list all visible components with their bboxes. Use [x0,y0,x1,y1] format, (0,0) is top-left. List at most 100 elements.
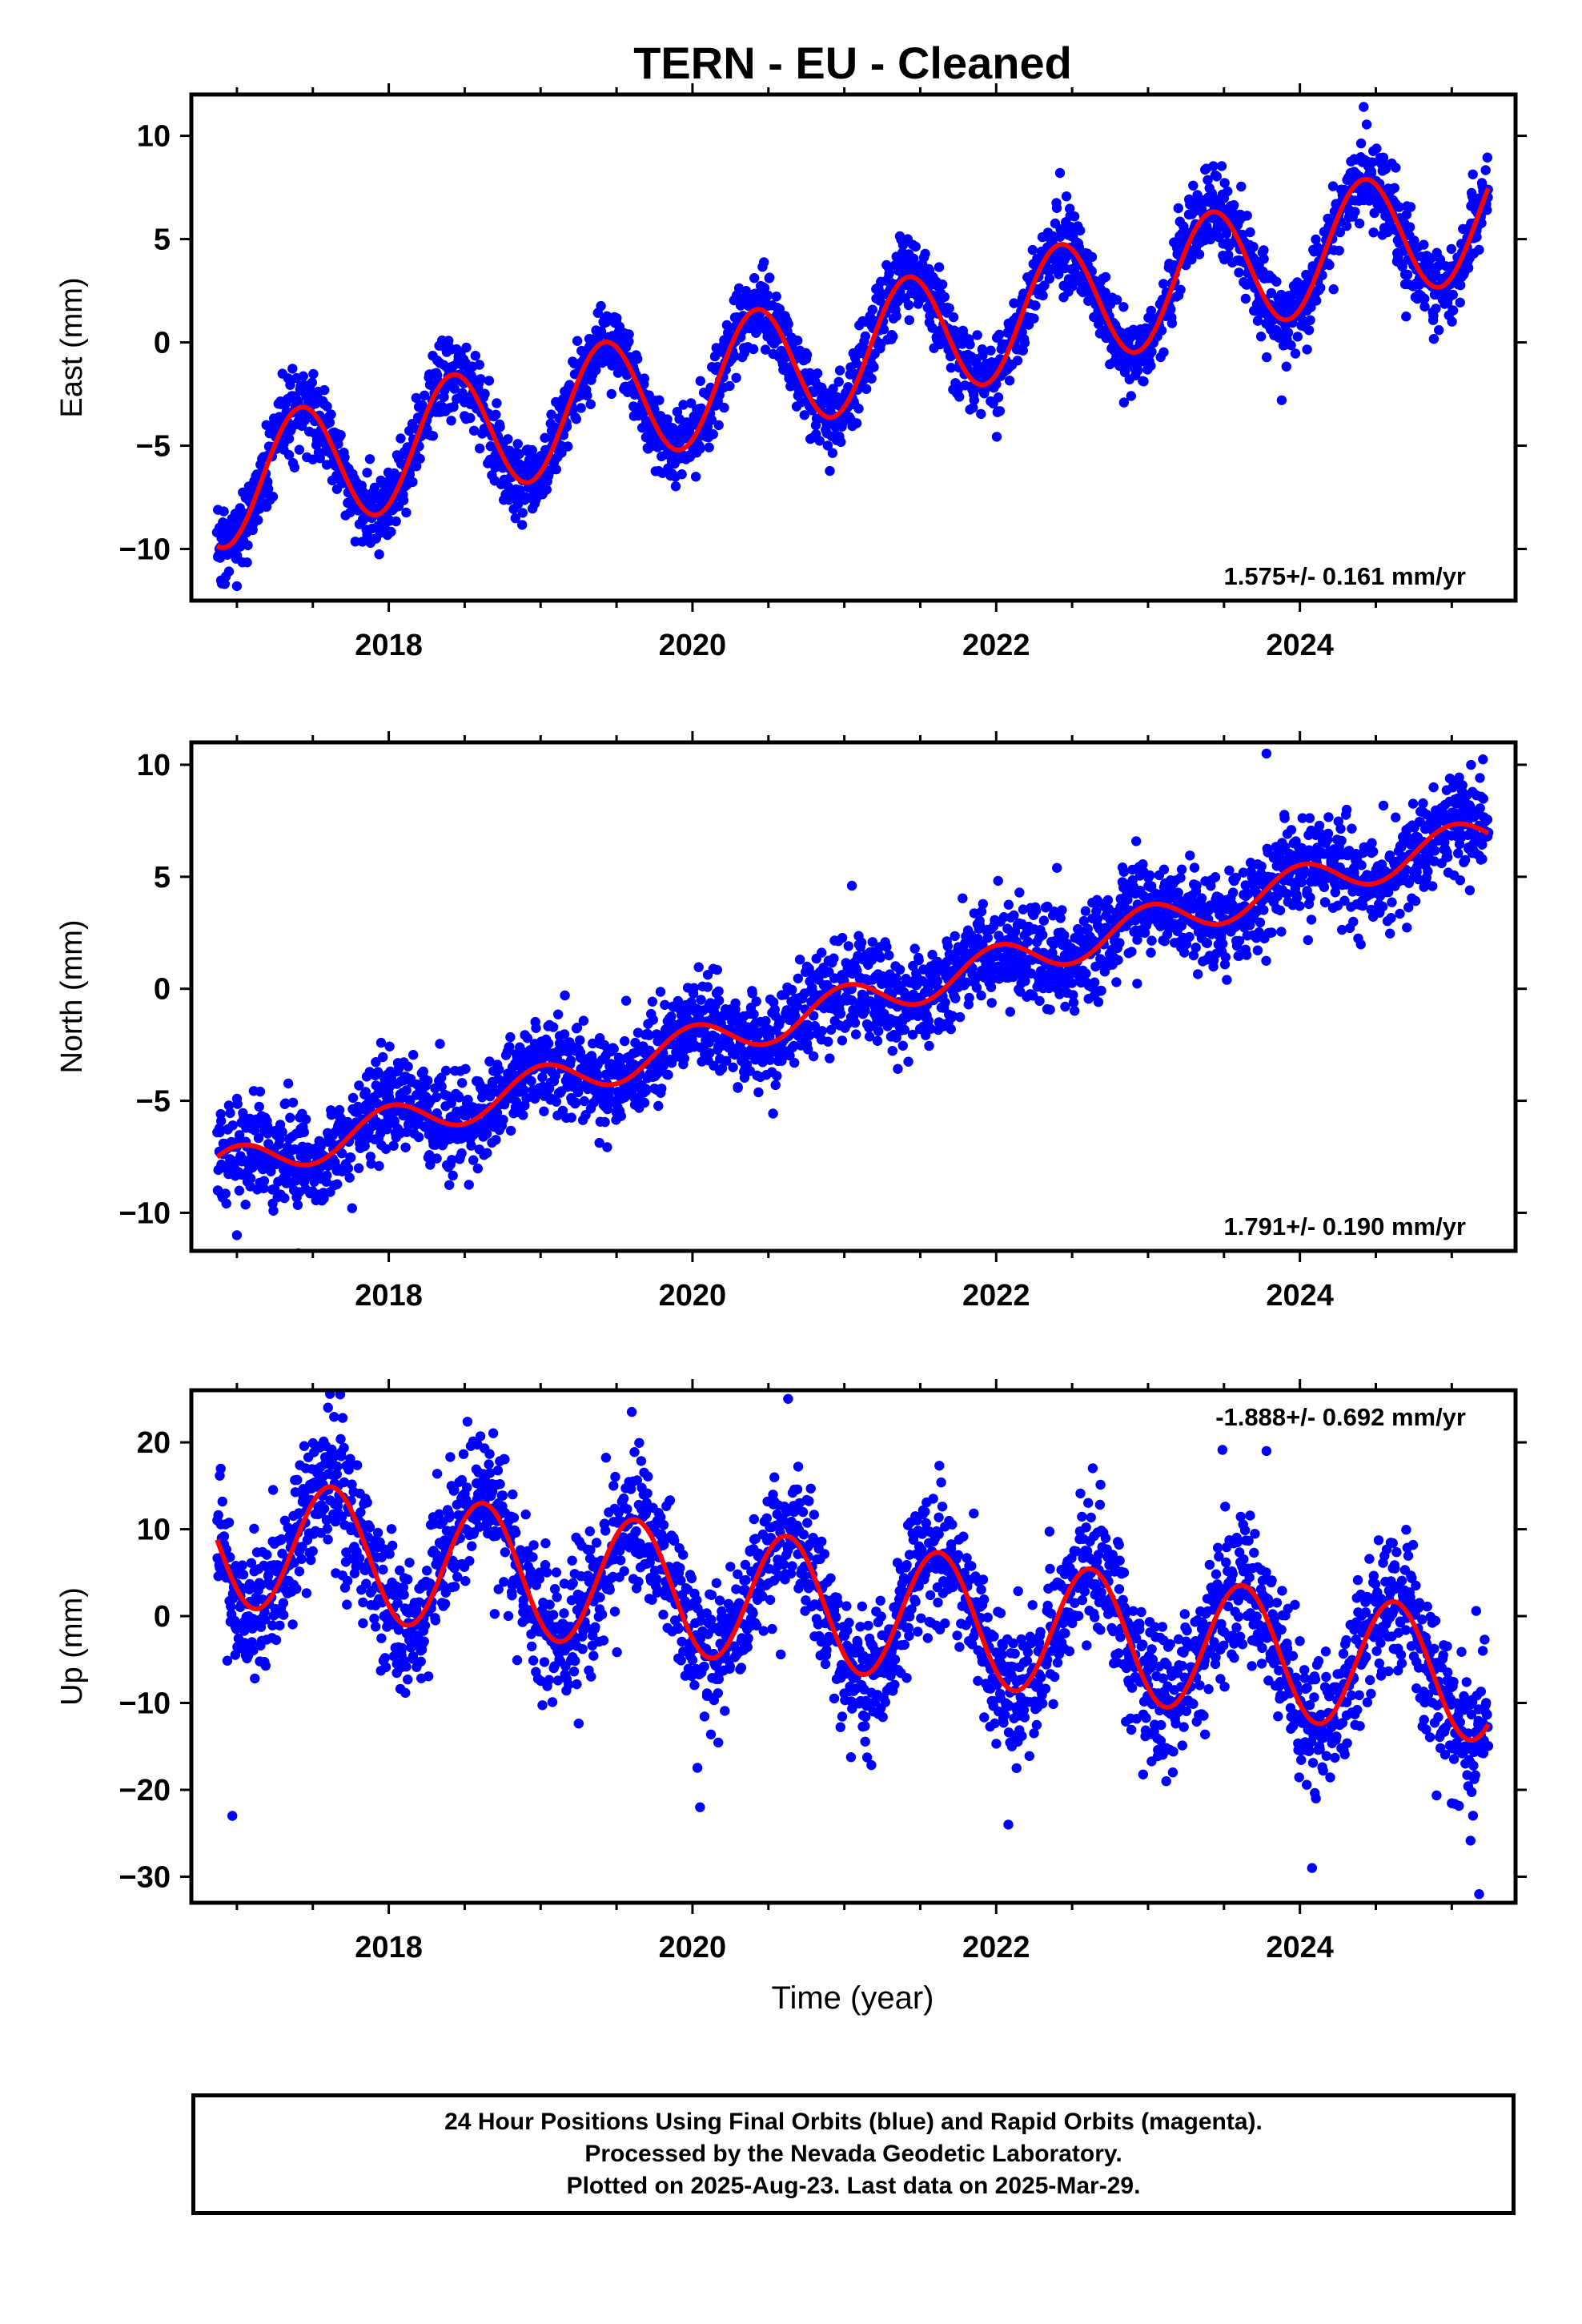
data-point [1428,334,1439,344]
data-point [794,955,805,965]
data-point [600,1116,610,1128]
data-point [1216,161,1227,171]
data-point [725,380,735,392]
data-point [940,997,950,1008]
data-point [1009,910,1019,921]
data-point [825,1024,837,1035]
data-point [1060,1001,1070,1012]
data-point [353,1163,364,1173]
data-point [1045,1004,1055,1015]
data-point [1188,950,1199,961]
data-point [369,482,380,493]
data-point [1003,899,1014,910]
data-point [833,376,844,387]
data-point [1057,905,1067,915]
data-point [366,1159,376,1169]
data-point [836,436,846,448]
data-point [1405,202,1416,212]
data-point [575,1035,585,1046]
data-point [1146,935,1157,946]
data-point [1302,344,1312,355]
data-point [947,1011,958,1021]
data-point [375,1037,387,1048]
data-point [704,442,714,452]
data-point [640,1086,651,1096]
data-point [1472,231,1482,243]
data-point [1311,234,1321,245]
data-point [559,1029,570,1039]
data-point [1266,287,1277,299]
data-point [259,1176,270,1186]
data-point [300,1114,311,1125]
data-point [1242,211,1252,221]
data-point [1240,293,1251,304]
data-point [468,1155,479,1165]
data-point [1146,347,1157,357]
data-point [1139,927,1150,938]
data-point [1256,861,1267,872]
data-point [690,472,701,482]
data-point [1179,947,1190,958]
data-point [1146,947,1156,958]
data-point [1054,269,1064,279]
data-point [1078,915,1090,927]
data-point [964,992,974,1003]
data-point [1292,332,1303,342]
data-point [1194,249,1205,259]
data-point [822,440,833,451]
data-point [856,937,867,948]
data-point [748,344,759,355]
data-point [1059,930,1070,941]
data-point [1051,203,1062,213]
data-point [986,998,997,1008]
data-point [1080,906,1091,916]
data-point [969,395,980,405]
data-point [526,1076,536,1087]
data-point [1234,935,1245,947]
data-point [474,360,484,370]
data-point [932,976,943,987]
data-point [1114,938,1125,948]
data-point [232,1099,243,1109]
data-point [494,1064,504,1075]
data-point [1328,284,1339,295]
data-point [1158,864,1170,875]
data-point [505,1031,516,1043]
data-point [1185,850,1195,861]
data-point [783,319,793,329]
data-point [793,336,803,346]
data-point [693,962,704,972]
data-point [220,1188,231,1199]
data-point [976,408,986,420]
data-point [1446,243,1457,255]
data-point [578,1015,589,1026]
data-point [1220,952,1231,963]
data-point [843,382,853,392]
data-point [1005,1007,1016,1017]
data-point [326,409,336,420]
data-point [749,273,760,283]
data-point [775,1015,786,1026]
data-point [1173,203,1184,214]
data-point [1271,325,1282,336]
data-point [255,1086,266,1097]
data-point [308,368,319,380]
east-scatter-points [211,102,1493,592]
data-point [920,248,930,259]
data-point [1191,943,1201,953]
data-point [891,973,901,983]
data-point [315,1141,326,1152]
data-point [380,1144,391,1155]
data-point [424,1150,435,1160]
outlier-point [231,581,243,592]
data-point [978,350,988,360]
data-point [853,404,864,414]
data-point [946,1023,956,1035]
data-point [1222,975,1232,985]
data-point [464,1180,474,1190]
data-point [594,1137,604,1148]
data-point [976,907,987,917]
data-point [552,1009,564,1019]
data-point [713,995,725,1006]
data-point [371,1057,381,1068]
